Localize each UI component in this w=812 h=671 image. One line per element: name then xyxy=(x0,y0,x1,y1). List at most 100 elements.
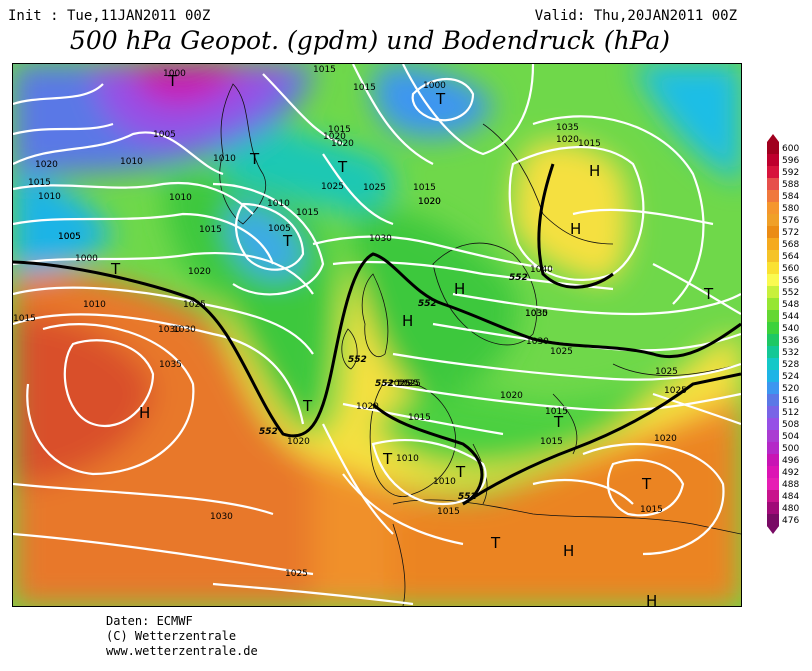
pressure-label: 1010 xyxy=(120,157,143,167)
legend-level-label: 492 xyxy=(782,468,799,478)
legend-swatch xyxy=(767,274,779,287)
low-center: T xyxy=(382,450,393,468)
legend-level-label: 500 xyxy=(782,444,799,454)
pressure-label: 1020 xyxy=(188,267,211,277)
geopot-label: 552 xyxy=(348,355,367,365)
pressure-label: 1015 xyxy=(328,125,351,135)
pressure-label: 1020 xyxy=(331,139,354,149)
legend-swatch xyxy=(767,250,779,263)
legend-swatch xyxy=(767,394,779,407)
valid-time: Valid: Thu,20JAN2011 00Z xyxy=(534,8,737,24)
geopot-552-line xyxy=(13,252,741,438)
pressure-label: 1010 xyxy=(433,477,456,487)
pressure-label: 1025 xyxy=(398,379,421,389)
legend-swatch xyxy=(767,502,779,515)
pressure-label: 1010 xyxy=(38,192,61,202)
pressure-label: 1010 xyxy=(169,193,192,203)
credits-website[interactable]: www.wetterzentrale.de xyxy=(106,644,258,658)
pressure-label: 1015 xyxy=(408,413,431,423)
pressure-label: 1015 xyxy=(296,208,319,218)
legend-level-label: 512 xyxy=(782,408,799,418)
high-center: H xyxy=(563,542,574,560)
pressure-label: 1010 xyxy=(83,300,106,310)
low-center: T xyxy=(302,397,313,415)
geopot-labels: 552 552 552 552 552 552 xyxy=(259,273,528,502)
legend-level-label: 484 xyxy=(782,492,799,502)
legend-level-label: 548 xyxy=(782,300,799,310)
legend-level-label: 520 xyxy=(782,384,799,394)
pressure-label: 1025 xyxy=(664,386,687,396)
legend-swatch xyxy=(767,298,779,311)
legend-swatch xyxy=(767,478,779,491)
pressure-label: 1020 xyxy=(654,434,677,444)
pressure-label: 1015 xyxy=(540,437,563,447)
map-title: 500 hPa Geopot. (gpdm) und Bodendruck (h… xyxy=(69,26,671,55)
legend-level-label: 528 xyxy=(782,360,799,370)
legend-swatch xyxy=(767,262,779,275)
color-legend-scale: 600 596 592 588 584 580 576 572 568 564 560 556 552 5… xyxy=(767,134,799,534)
low-center: T xyxy=(110,260,121,278)
legend-swatch xyxy=(767,142,779,155)
pressure-label: 1020 xyxy=(556,135,579,145)
legend-swatch xyxy=(767,418,779,431)
pressure-label: 1000 xyxy=(423,81,446,91)
pressure-label: 1020 xyxy=(323,132,346,142)
map-canvas: 1000 1000 1005 1010 1010 1015 1015 1015 … xyxy=(13,64,741,606)
legend-level-label: 488 xyxy=(782,480,799,490)
geopot-label: 552 xyxy=(509,273,528,283)
high-center: H xyxy=(402,312,413,330)
legend-top-arrow xyxy=(767,134,779,142)
weather-map[interactable]: 1000 1000 1005 1010 1010 1015 1015 1015 … xyxy=(12,63,742,607)
pressure-label: 1015 xyxy=(313,65,336,75)
geopot-label: 552 xyxy=(259,427,278,437)
legend-bottom-arrow xyxy=(767,526,779,534)
pressure-label: 1005 xyxy=(153,130,176,140)
pressure-label: 1030 xyxy=(369,234,392,244)
low-center: T xyxy=(553,413,564,431)
legend-swatch xyxy=(767,514,779,527)
legend-swatch xyxy=(767,166,779,179)
pressure-label: 1015 xyxy=(13,314,36,324)
legend-swatch xyxy=(767,370,779,383)
low-center: T xyxy=(703,285,714,303)
pressure-centers: T T T T T T H H H H T T T T T H T H T H xyxy=(110,72,714,606)
high-center: H xyxy=(454,280,465,298)
legend-level-label: 504 xyxy=(782,432,799,442)
color-legend: 600 596 592 588 584 580 576 572 568 564 560 556 552 5… xyxy=(765,134,811,534)
init-time: Init : Tue,11JAN2011 00Z xyxy=(8,8,211,24)
low-center: T xyxy=(455,463,466,481)
legend-swatch xyxy=(767,454,779,467)
pressure-label: 1020 xyxy=(500,391,523,401)
low-center: T xyxy=(249,150,260,168)
pressure-label: 1015 xyxy=(640,505,663,515)
pressure-label: 1020 xyxy=(418,197,441,207)
legend-level-label: 480 xyxy=(782,504,799,514)
coastlines xyxy=(219,83,741,606)
pressure-label: 1025 xyxy=(363,183,386,193)
high-center: H xyxy=(646,592,657,606)
legend-swatch xyxy=(767,346,779,359)
legend-level-label: 544 xyxy=(782,312,799,322)
legend-level-label: 532 xyxy=(782,348,799,358)
pressure-label: 1010 xyxy=(396,454,419,464)
credits-copyright: (C) Wetterzentrale xyxy=(106,629,237,643)
pressure-label: 1015 xyxy=(413,183,436,193)
high-center: H xyxy=(570,220,581,238)
legend-swatch xyxy=(767,154,779,167)
pressure-label: 1015 xyxy=(353,83,376,93)
legend-level-label: 476 xyxy=(782,516,799,526)
legend-swatch xyxy=(767,310,779,323)
pressure-label: 1025 xyxy=(285,569,308,579)
credits-data-source: Daten: ECMWF xyxy=(106,614,193,628)
low-center: T xyxy=(641,475,652,493)
pressure-label: 1015 xyxy=(199,225,222,235)
pressure-label: 1040 xyxy=(530,265,553,275)
legend-level-label: 560 xyxy=(782,264,799,274)
legend-level-label: 576 xyxy=(782,216,799,226)
pressure-label: 1005 xyxy=(268,224,291,234)
legend-swatch xyxy=(767,202,779,215)
legend-level-label: 496 xyxy=(782,456,799,466)
pressure-label: 1025 xyxy=(396,379,419,389)
pressure-label: 1030 xyxy=(210,512,233,522)
credits: Daten: ECMWF (C) Wetterzentrale www.wett… xyxy=(106,614,258,659)
